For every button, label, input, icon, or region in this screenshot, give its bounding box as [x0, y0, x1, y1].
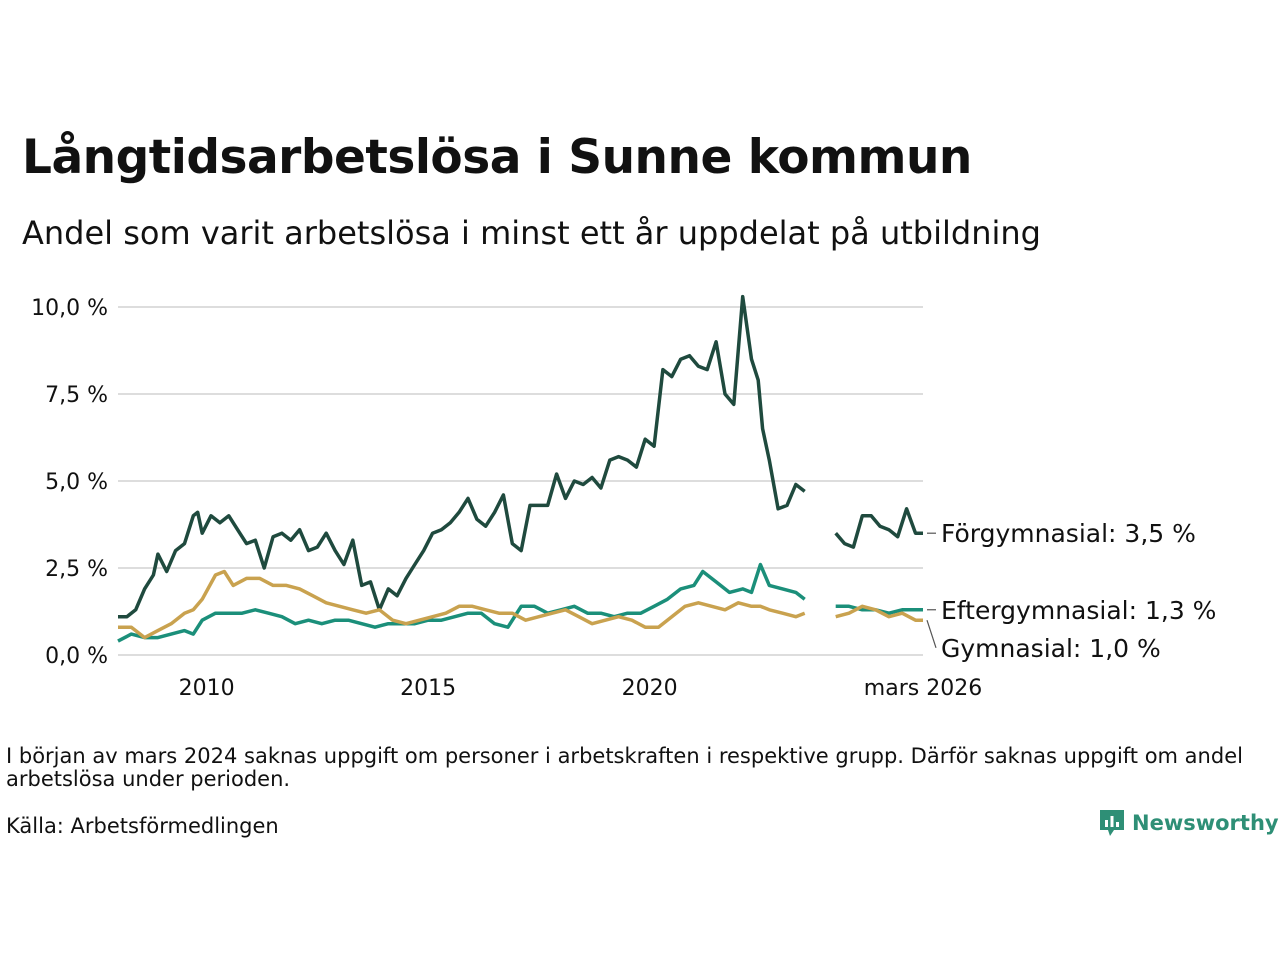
x-tick-label: 2015	[400, 676, 456, 701]
end-label-eftergymnasial: Eftergymnasial: 1,3 %	[941, 596, 1216, 625]
series-line-gymnasial	[835, 604, 923, 622]
chart-subtitle: Andel som varit arbetslösa i minst ett å…	[22, 214, 1041, 252]
y-tick-label: 5,0 %	[45, 470, 108, 495]
series-lines	[117, 294, 923, 643]
end-labels: Förgymnasial: 3,5 % Eftergymnasial: 1,3 %…	[926, 519, 1216, 663]
label-connector	[926, 620, 937, 648]
source-text: Källa: Arbetsförmedlingen	[6, 814, 279, 838]
y-tick-label: 2,5 %	[45, 557, 108, 582]
y-tick-label: 0,0 %	[45, 644, 108, 669]
x-tick-label: 2010	[179, 676, 235, 701]
x-axis: 2010 2015 2020 mars 2026	[179, 676, 983, 701]
line-chart: 0,0 % 2,5 % 5,0 % 7,5 % 10,0 % 2010 2015 2020 m…	[31, 294, 1216, 701]
y-axis: 0,0 % 2,5 % 5,0 % 7,5 % 10,0 %	[31, 296, 108, 669]
brand-name: Newsworthy	[1132, 811, 1279, 835]
end-label-gymnasial: Gymnasial: 1,0 %	[941, 634, 1161, 663]
series-line-gymnasial	[118, 569, 806, 640]
series-line-eftergymnasial	[117, 562, 806, 643]
x-tick-label: mars 2026	[864, 676, 982, 701]
y-tick-label: 7,5 %	[45, 383, 108, 408]
chart-title: Långtidsarbetslösa i Sunne kommun	[22, 130, 972, 185]
series-line-förgymnasial	[834, 507, 923, 549]
grid-lines	[118, 306, 923, 656]
end-label-förgymnasial: Förgymnasial: 3,5 %	[941, 519, 1196, 548]
footnote: I början av mars 2024 saknas uppgift om …	[6, 744, 1243, 791]
x-tick-label: 2020	[622, 676, 678, 701]
y-tick-label: 10,0 %	[31, 296, 108, 321]
newsworthy-logo[interactable]: Newsworthy	[1098, 808, 1279, 838]
chart-bubble-icon	[1100, 810, 1124, 836]
series-line-förgymnasial	[118, 294, 806, 619]
